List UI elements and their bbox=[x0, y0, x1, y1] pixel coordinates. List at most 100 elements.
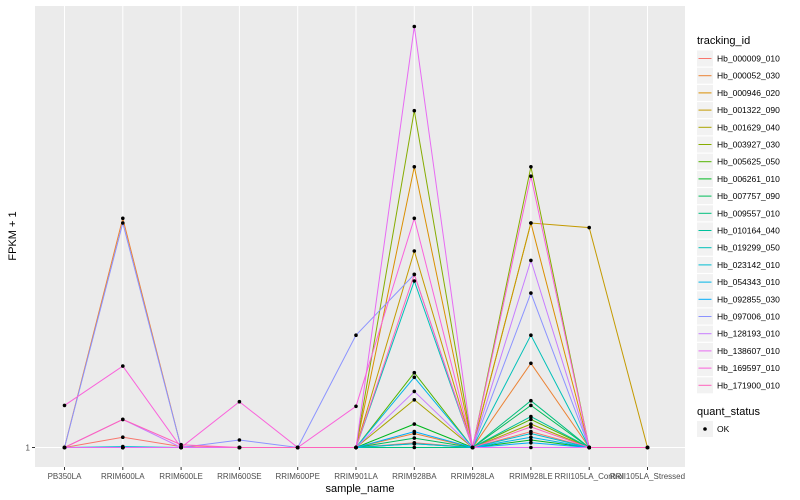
legend-quant-status: quant_status OK bbox=[697, 406, 760, 437]
data-point bbox=[121, 417, 125, 422]
legend-shape-swatch bbox=[703, 427, 707, 431]
data-point bbox=[412, 272, 417, 277]
x-tick-label: RRIM901LA bbox=[334, 472, 378, 481]
data-point bbox=[354, 445, 358, 450]
data-point bbox=[295, 445, 300, 450]
data-point bbox=[529, 435, 533, 440]
data-point bbox=[237, 445, 242, 450]
data-point bbox=[529, 258, 533, 263]
x-tick-label: RRII105LA_Stressed bbox=[610, 472, 685, 481]
data-point bbox=[529, 291, 533, 295]
x-tick-label: RRIM928BA bbox=[392, 472, 437, 481]
legend-label: Hb_001629_040 bbox=[717, 122, 780, 132]
data-point bbox=[412, 436, 417, 440]
x-tick-label: RRIM600PE bbox=[275, 472, 319, 481]
data-point bbox=[529, 398, 533, 403]
data-point bbox=[121, 216, 125, 221]
data-point bbox=[412, 422, 417, 426]
data-point bbox=[412, 216, 417, 221]
legend-label: Hb_010164_040 bbox=[717, 226, 780, 236]
legend-label: Hb_171900_010 bbox=[717, 380, 780, 390]
data-point bbox=[354, 404, 358, 409]
data-point bbox=[587, 225, 591, 230]
data-point bbox=[529, 431, 533, 436]
data-point bbox=[121, 221, 125, 225]
data-point bbox=[237, 399, 242, 404]
legend-label: Hb_007757_090 bbox=[717, 191, 780, 201]
data-point bbox=[412, 389, 417, 394]
legend-quant-status-title: quant_status bbox=[697, 406, 760, 418]
data-point bbox=[121, 435, 125, 440]
data-point bbox=[412, 370, 417, 375]
data-point bbox=[179, 442, 183, 447]
legend-label: Hb_097006_010 bbox=[717, 312, 780, 322]
data-point bbox=[412, 24, 417, 29]
data-point bbox=[412, 108, 417, 113]
legend-label: Hb_003927_030 bbox=[717, 140, 780, 150]
data-point bbox=[645, 445, 650, 450]
x-tick-label: RRIM928LE bbox=[509, 472, 553, 481]
data-point bbox=[529, 417, 533, 422]
data-point bbox=[529, 403, 533, 408]
legend-label: Hb_005625_050 bbox=[717, 157, 780, 167]
data-point bbox=[529, 425, 533, 429]
data-point bbox=[412, 279, 417, 283]
legend-tracking-id-title: tracking_id bbox=[697, 35, 750, 47]
data-points bbox=[62, 24, 650, 450]
legend-label: OK bbox=[717, 424, 730, 434]
data-point bbox=[529, 422, 533, 426]
y-axis-title: FPKM + 1 bbox=[7, 211, 19, 260]
data-point bbox=[529, 361, 533, 366]
data-point bbox=[587, 445, 591, 450]
data-point bbox=[529, 221, 533, 225]
x-axis-title: sample_name bbox=[325, 483, 394, 495]
data-point bbox=[529, 174, 533, 178]
data-point bbox=[121, 364, 125, 368]
legend-label: Hb_092855_030 bbox=[717, 294, 780, 304]
y-tick-label: 1 bbox=[26, 444, 31, 453]
x-tick-label: RRIM600LE bbox=[159, 472, 203, 481]
legend-label: Hb_000009_010 bbox=[717, 54, 780, 64]
data-point bbox=[529, 333, 533, 338]
y-axis: 1 bbox=[26, 444, 35, 453]
x-tick-label: RRIM600SE bbox=[217, 472, 261, 481]
legend-label: Hb_006261_010 bbox=[717, 174, 780, 184]
legend-label: Hb_054343_010 bbox=[717, 277, 780, 287]
data-point bbox=[237, 438, 242, 442]
data-point bbox=[412, 165, 417, 169]
plot-panel bbox=[35, 6, 685, 467]
grid-lines bbox=[35, 6, 685, 467]
data-point bbox=[121, 445, 125, 450]
data-point bbox=[470, 445, 475, 450]
data-point bbox=[354, 333, 358, 338]
legend-label: Hb_001322_090 bbox=[717, 105, 780, 115]
data-point bbox=[179, 445, 183, 450]
legend-tracking-id: tracking_id Hb_000009_010 Hb_000052_030 Hb… bbox=[697, 35, 780, 394]
data-point bbox=[529, 165, 533, 169]
x-tick-label: RRIM600LA bbox=[101, 472, 145, 481]
data-point bbox=[412, 398, 417, 402]
data-point bbox=[529, 414, 533, 419]
legend-label: Hb_128193_010 bbox=[717, 329, 780, 339]
data-point bbox=[529, 441, 533, 445]
data-point bbox=[412, 442, 417, 446]
legend-label: Hb_019299_050 bbox=[717, 243, 780, 253]
x-tick-label: RRIM928LA bbox=[451, 472, 495, 481]
legend-label: Hb_023142_010 bbox=[717, 260, 780, 270]
x-axis: PB350LA RRIM600LA RRIM600LE RRIM600SE RRIM60… bbox=[48, 467, 685, 481]
legend-label: Hb_000946_020 bbox=[717, 88, 780, 98]
data-point bbox=[412, 249, 417, 253]
legend-label: Hb_009557_010 bbox=[717, 208, 780, 218]
data-point bbox=[529, 445, 533, 450]
x-tick-label: RRII105LA_Control bbox=[555, 472, 625, 481]
data-point bbox=[412, 445, 417, 450]
data-point bbox=[62, 445, 67, 450]
data-point bbox=[62, 403, 67, 408]
data-point bbox=[529, 438, 533, 442]
legend-label: Hb_138607_010 bbox=[717, 346, 780, 356]
legend-label: Hb_000052_030 bbox=[717, 71, 780, 81]
data-point bbox=[412, 429, 417, 434]
x-tick-label: PB350LA bbox=[48, 472, 82, 481]
data-point bbox=[412, 375, 417, 380]
